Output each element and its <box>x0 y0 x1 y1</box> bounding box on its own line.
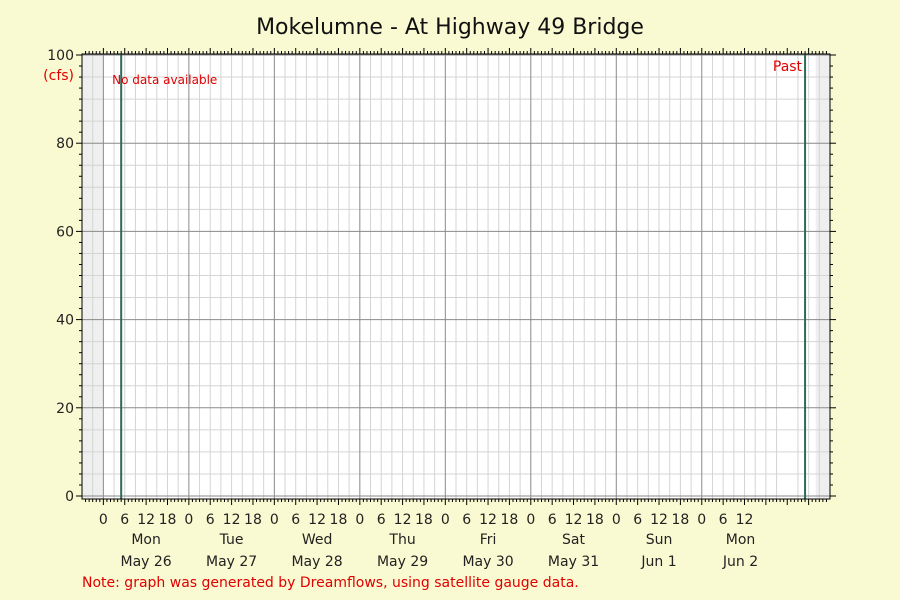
x-tick-label-hour: 6 <box>462 512 471 528</box>
x-tick-label-weekday: Tue <box>219 532 244 548</box>
y-axis-label: (cfs) <box>43 68 74 84</box>
x-tick-label-date: May 27 <box>206 554 257 570</box>
x-tick-label-hour: 12 <box>394 512 412 528</box>
x-tick-label-date: Jun 2 <box>722 554 758 570</box>
x-tick-label-hour: 18 <box>159 512 177 528</box>
x-tick-label-date: May 29 <box>377 554 428 570</box>
y-tick-label: 40 <box>56 313 74 329</box>
x-tick-label-weekday: Mon <box>131 532 161 548</box>
x-tick-label-date: May 30 <box>462 554 513 570</box>
x-tick-label-weekday: Sun <box>646 532 673 548</box>
x-tick-label-hour: 0 <box>270 512 279 528</box>
y-tick-label: 100 <box>47 48 74 64</box>
x-tick-label-weekday: Mon <box>726 532 756 548</box>
x-tick-label-date: May 28 <box>291 554 342 570</box>
x-tick-label-weekday: Sat <box>562 532 585 548</box>
y-tick-label: 20 <box>56 401 74 417</box>
x-tick-label-hour: 6 <box>719 512 728 528</box>
x-tick-label-hour: 0 <box>612 512 621 528</box>
x-tick-label-hour: 0 <box>355 512 364 528</box>
x-tick-label-hour: 6 <box>633 512 642 528</box>
x-tick-label-hour: 12 <box>137 512 155 528</box>
x-tick-label-hour: 0 <box>184 512 193 528</box>
x-tick-label-hour: 6 <box>377 512 386 528</box>
footer-note: Note: graph was generated by Dreamflows,… <box>82 575 579 591</box>
x-tick-label-hour: 0 <box>441 512 450 528</box>
x-tick-label-hour: 12 <box>565 512 583 528</box>
past-annotation: Past <box>773 59 803 75</box>
x-tick-label-hour: 6 <box>206 512 215 528</box>
chart-title: Mokelumne - At Highway 49 Bridge <box>256 15 644 40</box>
x-tick-label-hour: 0 <box>526 512 535 528</box>
x-tick-label-hour: 12 <box>223 512 241 528</box>
x-tick-label-hour: 6 <box>291 512 300 528</box>
x-tick-label-hour: 18 <box>671 512 689 528</box>
x-tick-label-hour: 6 <box>548 512 557 528</box>
y-tick-label: 60 <box>56 224 74 240</box>
x-tick-label-hour: 18 <box>330 512 348 528</box>
x-tick-label-hour: 6 <box>120 512 129 528</box>
x-tick-label-hour: 12 <box>308 512 326 528</box>
x-tick-label-date: Jun 1 <box>640 554 676 570</box>
y-tick-label: 0 <box>65 489 74 505</box>
x-tick-label-weekday: Wed <box>302 532 333 548</box>
x-tick-label-hour: 18 <box>586 512 604 528</box>
no-data-annotation: No data available <box>112 73 217 87</box>
x-tick-label-weekday: Thu <box>388 532 415 548</box>
x-tick-label-hour: 12 <box>650 512 668 528</box>
x-tick-label-hour: 12 <box>736 512 754 528</box>
x-tick-label-weekday: Fri <box>480 532 497 548</box>
y-tick-label: 80 <box>56 136 74 152</box>
x-tick-label-date: May 26 <box>121 554 172 570</box>
x-tick-label-date: May 31 <box>548 554 599 570</box>
x-tick-label-hour: 18 <box>415 512 433 528</box>
x-tick-label-hour: 12 <box>479 512 497 528</box>
x-tick-label-hour: 0 <box>99 512 108 528</box>
x-tick-label-hour: 0 <box>697 512 706 528</box>
x-tick-label-hour: 18 <box>501 512 519 528</box>
x-tick-label-hour: 18 <box>244 512 262 528</box>
